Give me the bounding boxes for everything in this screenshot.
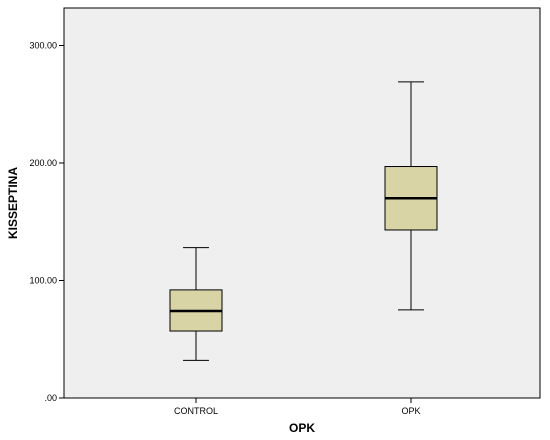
box-control [169,247,223,361]
x-tick-label: CONTROL [174,406,218,416]
y-axis: .00 100.00 200.00 300.00 [29,41,64,403]
plot-area [63,7,541,399]
y-tick-label: 200.00 [29,158,57,168]
boxes-group [169,81,438,361]
x-axis-title: OPK [289,421,315,435]
x-tick-label: OPK [401,406,420,416]
y-axis-title: KISSEPTINA [6,167,20,239]
box-opk [384,81,438,311]
y-tick-label: 100.00 [29,276,57,286]
y-tick-label: .00 [44,393,57,403]
x-axis: CONTROL OPK [174,398,421,416]
y-tick-label: 300.00 [29,41,57,51]
